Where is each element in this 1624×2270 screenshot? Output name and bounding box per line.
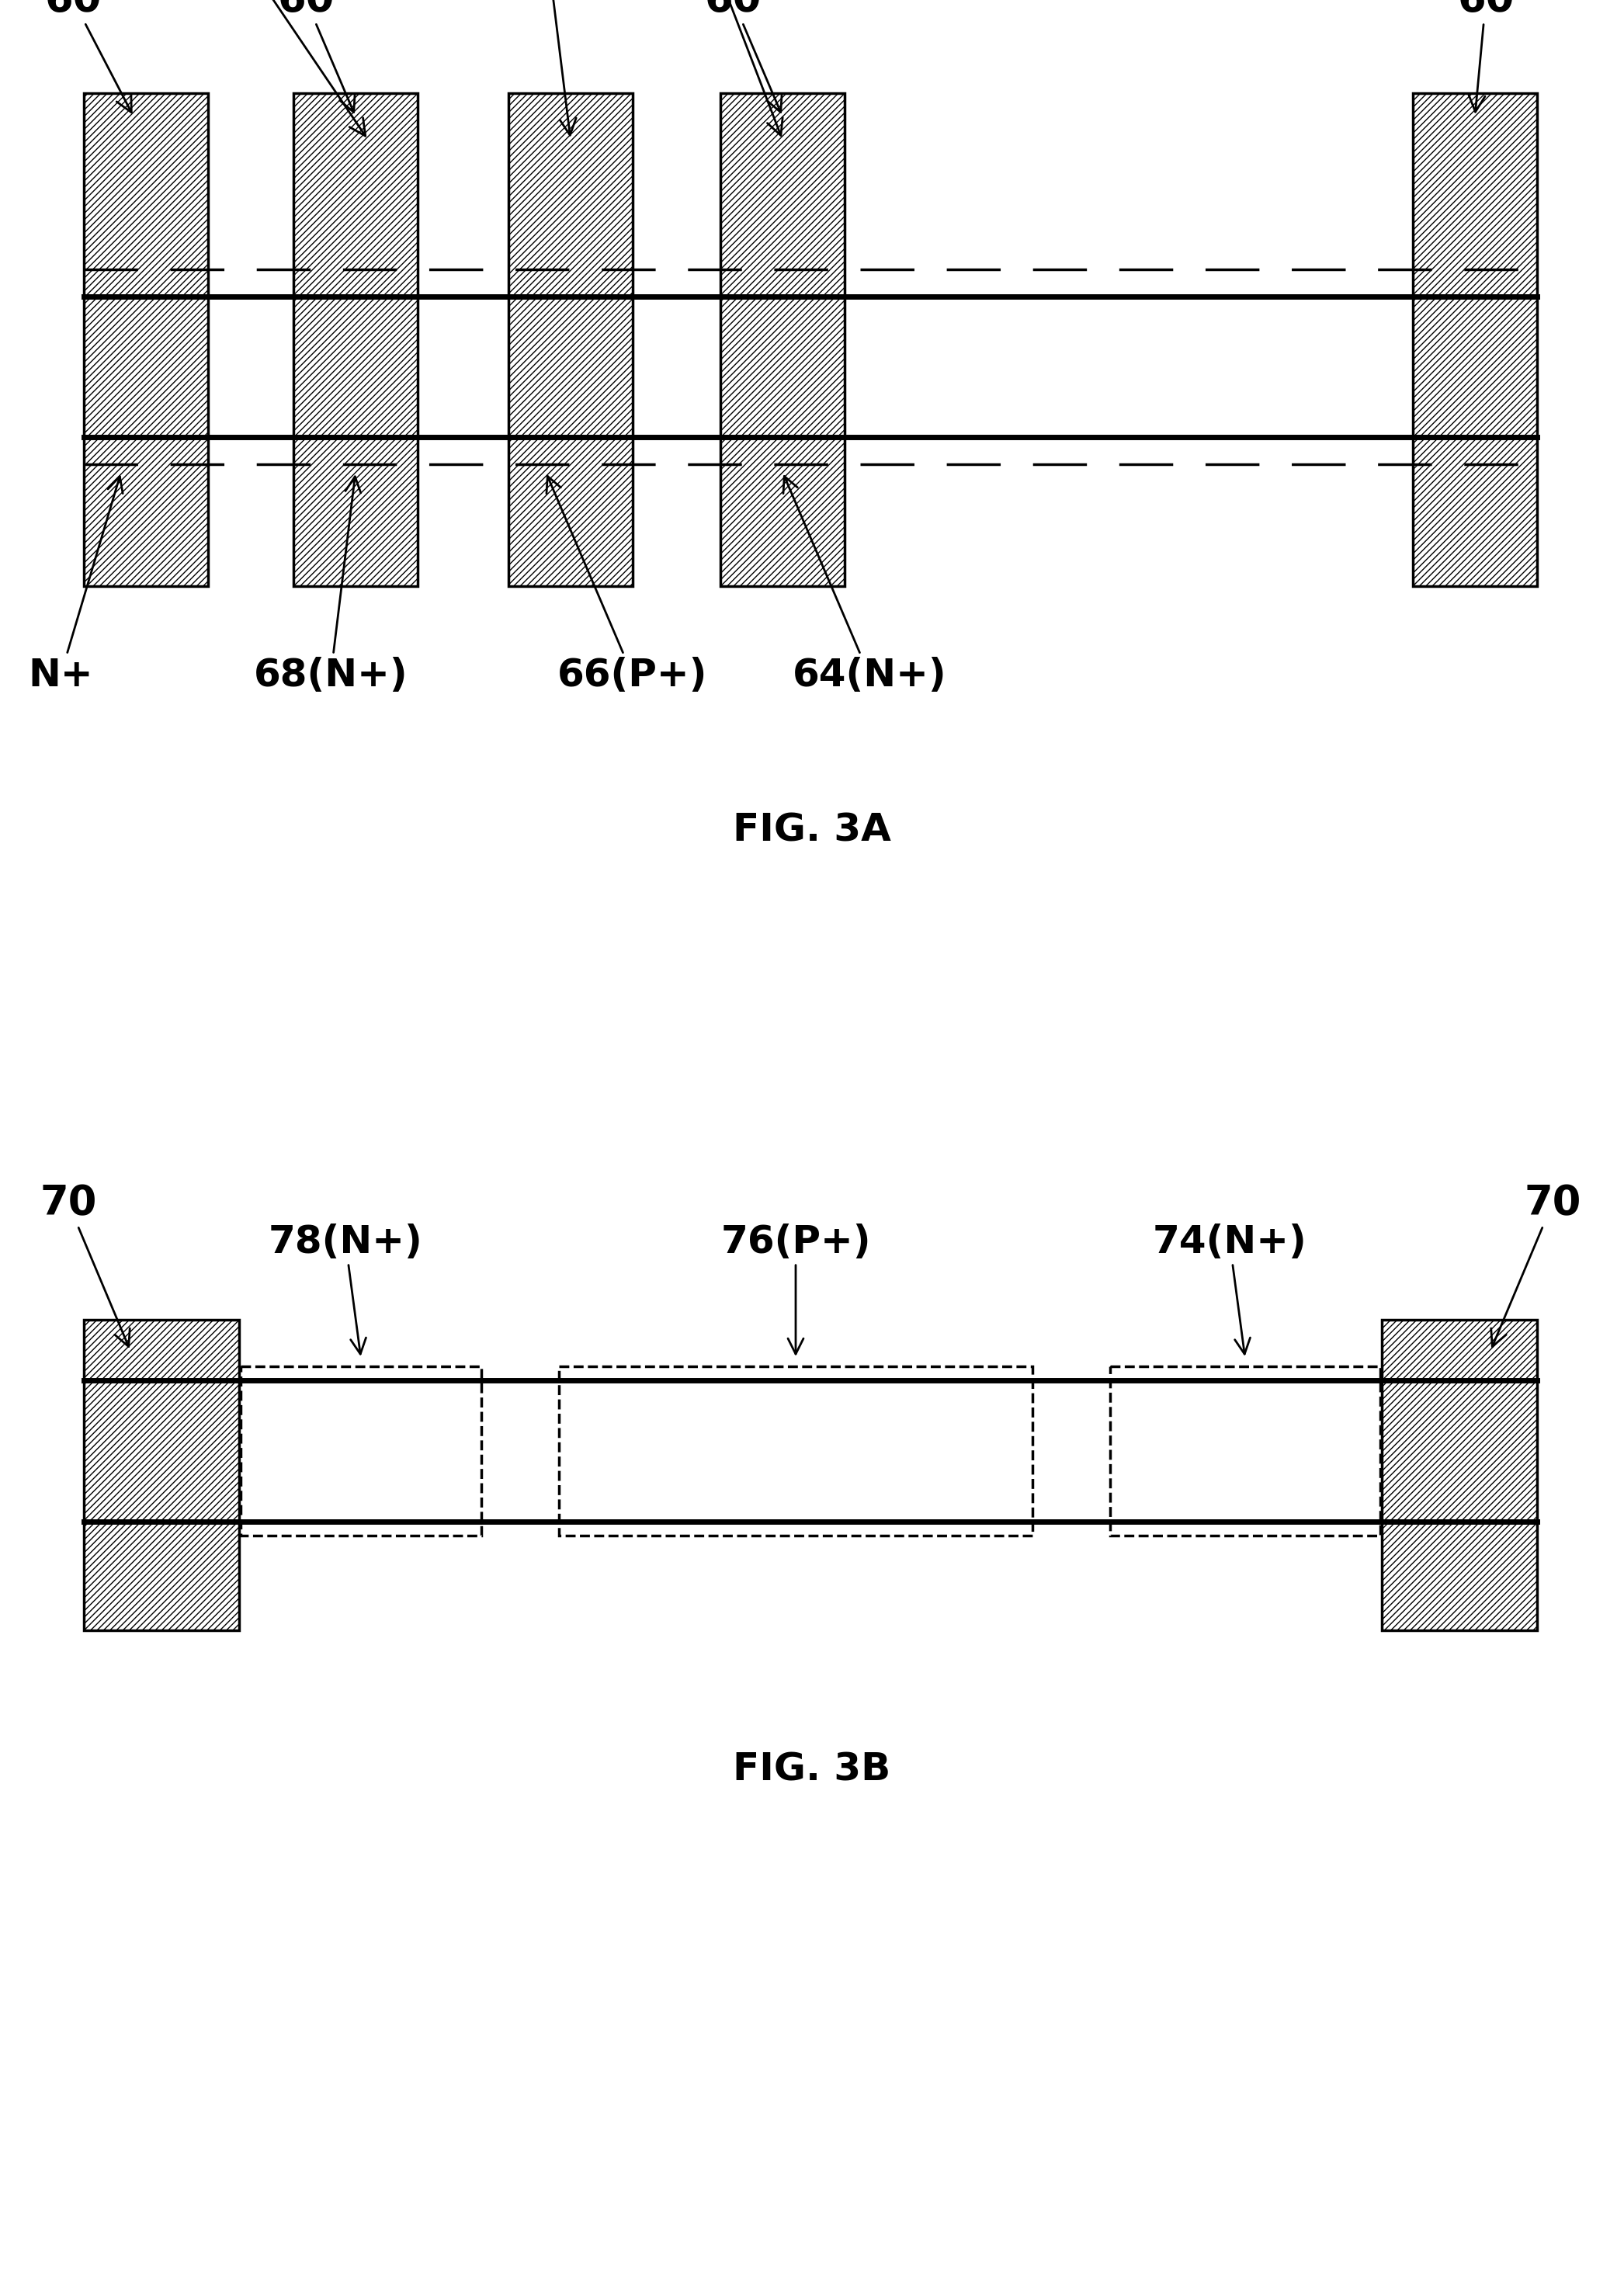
Text: 62: 62 [203,0,365,136]
Text: FIG. 3A: FIG. 3A [732,813,892,849]
Text: 60: 60 [44,0,132,114]
Bar [1382,1319,1536,1630]
Text: 66(P+): 66(P+) [547,477,708,695]
Text: 60: 60 [705,0,781,111]
Text: 78(N+): 78(N+) [268,1224,422,1355]
Bar [1111,1367,1380,1535]
Text: N+: N+ [28,477,123,695]
Text: 70: 70 [1491,1183,1582,1346]
Bar [559,1367,1033,1535]
Bar [240,1367,481,1535]
Text: 62: 62 [676,0,783,136]
Text: 60: 60 [278,0,356,111]
Bar [84,93,208,586]
Text: 64(N+): 64(N+) [783,477,947,695]
Bar [508,93,633,586]
Text: 62: 62 [516,0,577,136]
Bar [721,93,844,586]
Text: 60: 60 [1457,0,1514,111]
Text: 76(P+): 76(P+) [721,1224,870,1353]
Text: FIG. 3B: FIG. 3B [732,1752,892,1789]
Text: 74(N+): 74(N+) [1153,1224,1307,1355]
Bar [294,93,417,586]
Bar [84,1319,239,1630]
Text: 70: 70 [41,1183,130,1346]
Bar [1413,93,1536,586]
Text: 68(N+): 68(N+) [253,477,408,695]
